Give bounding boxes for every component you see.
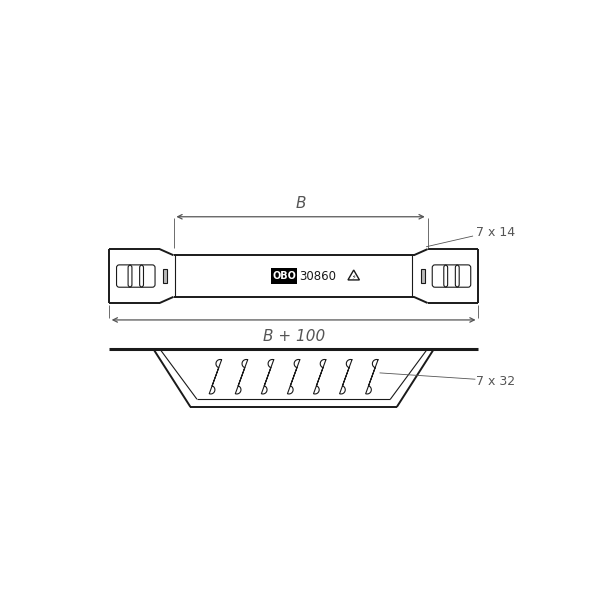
Text: 7 x 14: 7 x 14 [476,226,515,239]
Bar [163,269,167,283]
Text: OBO: OBO [272,271,296,281]
Bar [421,269,425,283]
Text: ⚡: ⚡ [352,275,356,280]
Text: B + 100: B + 100 [263,329,325,344]
Text: B: B [295,196,306,211]
Text: 7 x 32: 7 x 32 [476,375,515,388]
Bar [271,268,298,284]
Text: 30860: 30860 [299,269,336,283]
